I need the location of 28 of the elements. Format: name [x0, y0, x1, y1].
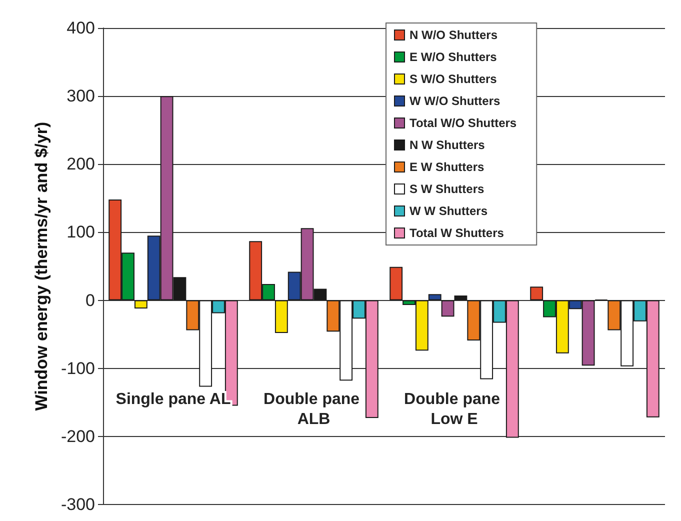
y-tick-label: 400: [66, 18, 95, 38]
legend-label: W W/O Shutters: [410, 94, 500, 108]
legend-label: N W Shutters: [410, 138, 486, 152]
x-tick-label: Double pane Low E: [404, 391, 504, 428]
legend-label: Total W Shutters: [410, 226, 504, 240]
bar: [134, 300, 148, 308]
x-tick-label: Double pane ALB: [264, 391, 364, 428]
y-tick-label: 100: [66, 222, 95, 242]
legend-label: S W/O Shutters: [410, 72, 498, 86]
y-tick-label: -300: [60, 495, 95, 514]
legend-label: W W Shutters: [410, 204, 488, 218]
bar: [274, 300, 288, 333]
y-axis-title: Window energy (therms/yr and $/yr): [32, 122, 52, 411]
bar: [454, 296, 468, 300]
y-tick-label: 300: [66, 86, 95, 106]
bar: [428, 294, 442, 300]
bar: [530, 286, 544, 300]
bar: [441, 300, 454, 317]
y-tick-label: -100: [60, 358, 95, 378]
legend-label: E W Shutters: [410, 160, 484, 174]
y-tick-label: -200: [60, 426, 95, 446]
legend-label: E W/O Shutters: [410, 50, 498, 64]
legend-label: Total W/O Shutters: [410, 116, 517, 130]
y-tick-label: 200: [66, 154, 95, 174]
legend-label: S W Shutters: [410, 182, 484, 196]
y-tick-label: 0: [86, 290, 95, 310]
legend-label: N W/O Shutters: [410, 28, 498, 42]
bar: [390, 266, 403, 300]
